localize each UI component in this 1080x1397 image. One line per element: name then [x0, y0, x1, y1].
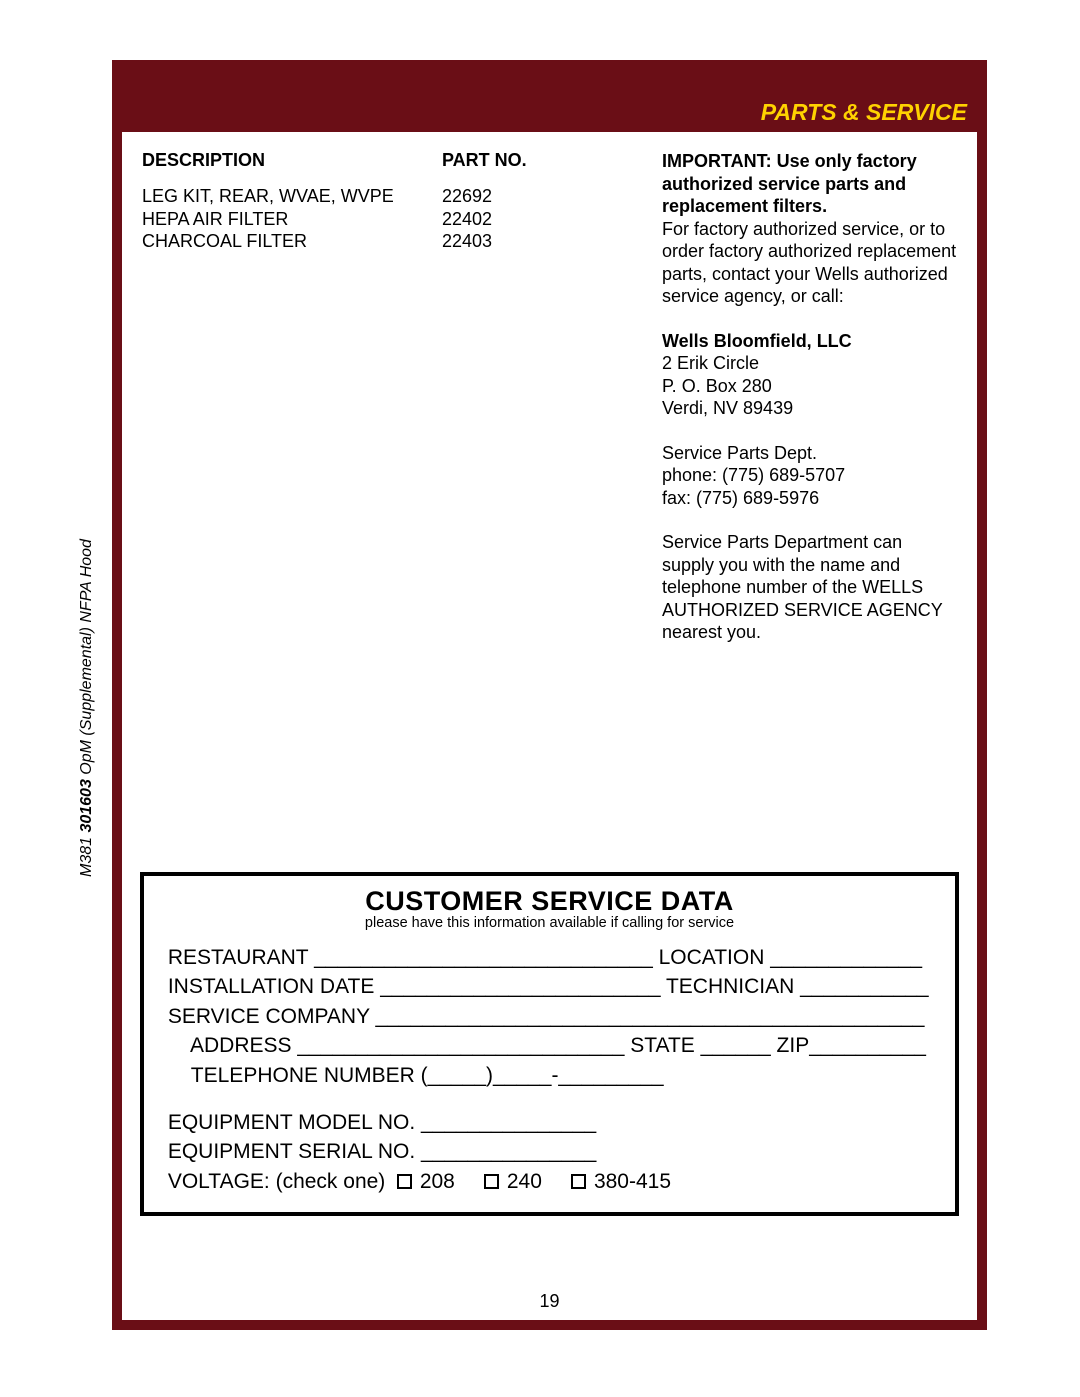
parts-row: HEPA AIR FILTER 22402	[142, 208, 652, 231]
csd-line-serial: EQUIPMENT SERIAL NO. _______________	[162, 1137, 937, 1166]
document-page: PARTS & SERVICE DESCRIPTION PART NO. LEG…	[112, 60, 987, 1330]
csd-line-voltage: VOLTAGE: (check one) 208 240 380-415	[162, 1167, 937, 1196]
parts-header-row: DESCRIPTION PART NO.	[142, 150, 652, 171]
header-bar: PARTS & SERVICE	[122, 70, 977, 132]
col-header-description: DESCRIPTION	[142, 150, 442, 171]
part-number: 22402	[442, 208, 562, 231]
header-title: PARTS & SERVICE	[761, 99, 967, 126]
checkbox-240[interactable]	[484, 1174, 499, 1189]
part-description: HEPA AIR FILTER	[142, 208, 442, 231]
company-name: Wells Bloomfield, LLC	[662, 330, 957, 353]
content-area: DESCRIPTION PART NO. LEG KIT, REAR, WVAE…	[122, 132, 977, 1320]
csd-line-restaurant: RESTAURANT _____________________________…	[162, 943, 937, 972]
csd-subtitle: please have this information available i…	[162, 915, 937, 931]
important-notice: IMPORTANT: Use only factory authorized s…	[662, 150, 957, 218]
info-column: IMPORTANT: Use only factory authorized s…	[652, 150, 957, 644]
csd-line-model: EQUIPMENT MODEL NO. _______________	[162, 1108, 937, 1137]
part-number: 22692	[442, 185, 562, 208]
part-description: LEG KIT, REAR, WVAE, WVPE	[142, 185, 442, 208]
address-line: 2 Erik Circle	[662, 352, 957, 375]
address-line: P. O. Box 280	[662, 375, 957, 398]
info-paragraph: Service Parts Department can supply you …	[662, 531, 957, 644]
fax-line: fax: (775) 689-5976	[662, 487, 957, 510]
page-number: 19	[122, 1291, 977, 1312]
checkbox-208[interactable]	[397, 1174, 412, 1189]
csd-line-service-company: SERVICE COMPANY ________________________…	[162, 1002, 937, 1031]
part-description: CHARCOAL FILTER	[142, 230, 442, 253]
csd-line-address: ADDRESS ____________________________ STA…	[162, 1031, 937, 1060]
parts-table: DESCRIPTION PART NO. LEG KIT, REAR, WVAE…	[142, 150, 652, 644]
info-paragraph: For factory authorized service, or to or…	[662, 218, 957, 308]
dept-name: Service Parts Dept.	[662, 442, 957, 465]
side-document-code: M381 301603 OpM (Supplemental) NFPA Hood	[78, 539, 96, 877]
csd-line-install-date: INSTALLATION DATE ______________________…	[162, 972, 937, 1001]
part-number: 22403	[442, 230, 562, 253]
csd-title: CUSTOMER SERVICE DATA	[162, 886, 937, 917]
customer-service-data-box: CUSTOMER SERVICE DATA please have this i…	[140, 872, 959, 1216]
address-line: Verdi, NV 89439	[662, 397, 957, 420]
col-header-partno: PART NO.	[442, 150, 562, 171]
parts-row: LEG KIT, REAR, WVAE, WVPE 22692	[142, 185, 652, 208]
parts-row: CHARCOAL FILTER 22403	[142, 230, 652, 253]
parts-section: DESCRIPTION PART NO. LEG KIT, REAR, WVAE…	[142, 150, 957, 644]
csd-line-telephone: TELEPHONE NUMBER (_____)_____-_________	[162, 1061, 937, 1090]
checkbox-380-415[interactable]	[571, 1174, 586, 1189]
phone-line: phone: (775) 689-5707	[662, 464, 957, 487]
